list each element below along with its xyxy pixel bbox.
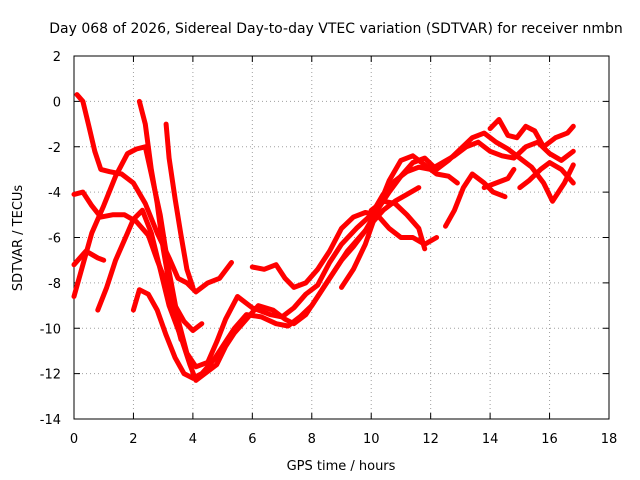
chart-title: Day 068 of 2026, Sidereal Day-to-day VTE… bbox=[49, 21, 623, 37]
series-track-n bbox=[517, 160, 576, 191]
series-track-g bbox=[163, 121, 196, 290]
series-track-c bbox=[71, 248, 107, 268]
series-track-k bbox=[368, 198, 428, 252]
x-tick-label: 14 bbox=[482, 432, 499, 447]
y-tick-label: -10 bbox=[40, 322, 61, 337]
y-tick-label: -12 bbox=[40, 368, 61, 383]
x-tick-label: 10 bbox=[363, 432, 380, 447]
series-track-b bbox=[71, 189, 205, 333]
y-axis-title: SDTVAR / TECUs bbox=[11, 185, 26, 292]
x-tick-label: 0 bbox=[70, 432, 78, 447]
ticks-layer: 0 2 4 6 8 10 12 14 16 18 -14 -12 -10 -8 -6 -4 -2 0 2 bbox=[40, 50, 618, 447]
y-tick-label: -8 bbox=[48, 277, 61, 292]
x-axis-title: GPS time / hours bbox=[287, 459, 396, 474]
series-track-j bbox=[339, 153, 460, 290]
x-tick-label: 16 bbox=[541, 432, 558, 447]
series-layer bbox=[71, 92, 576, 383]
y-tick-label: -14 bbox=[40, 413, 61, 428]
series-track-a bbox=[74, 92, 234, 295]
series-track-f bbox=[136, 98, 184, 343]
series-track-m bbox=[481, 166, 517, 191]
x-tick-label: 8 bbox=[308, 432, 316, 447]
x-tick-label: 12 bbox=[422, 432, 439, 447]
x-tick-label: 4 bbox=[189, 432, 197, 447]
grid-layer bbox=[74, 56, 609, 419]
x-tick-label: 2 bbox=[129, 432, 137, 447]
series-track-h bbox=[130, 185, 422, 381]
series-track-o bbox=[487, 117, 576, 150]
y-tick-label: -6 bbox=[48, 232, 61, 247]
series-track-l bbox=[443, 171, 508, 229]
y-tick-label: 2 bbox=[53, 50, 61, 65]
y-tick-label: 0 bbox=[53, 95, 61, 110]
y-tick-label: -4 bbox=[48, 186, 61, 201]
series-track-d bbox=[71, 139, 576, 370]
x-tick-label: 18 bbox=[601, 432, 618, 447]
x-tick-label: 6 bbox=[248, 432, 256, 447]
y-tick-label: -2 bbox=[48, 141, 61, 156]
series-track-i bbox=[249, 210, 440, 290]
